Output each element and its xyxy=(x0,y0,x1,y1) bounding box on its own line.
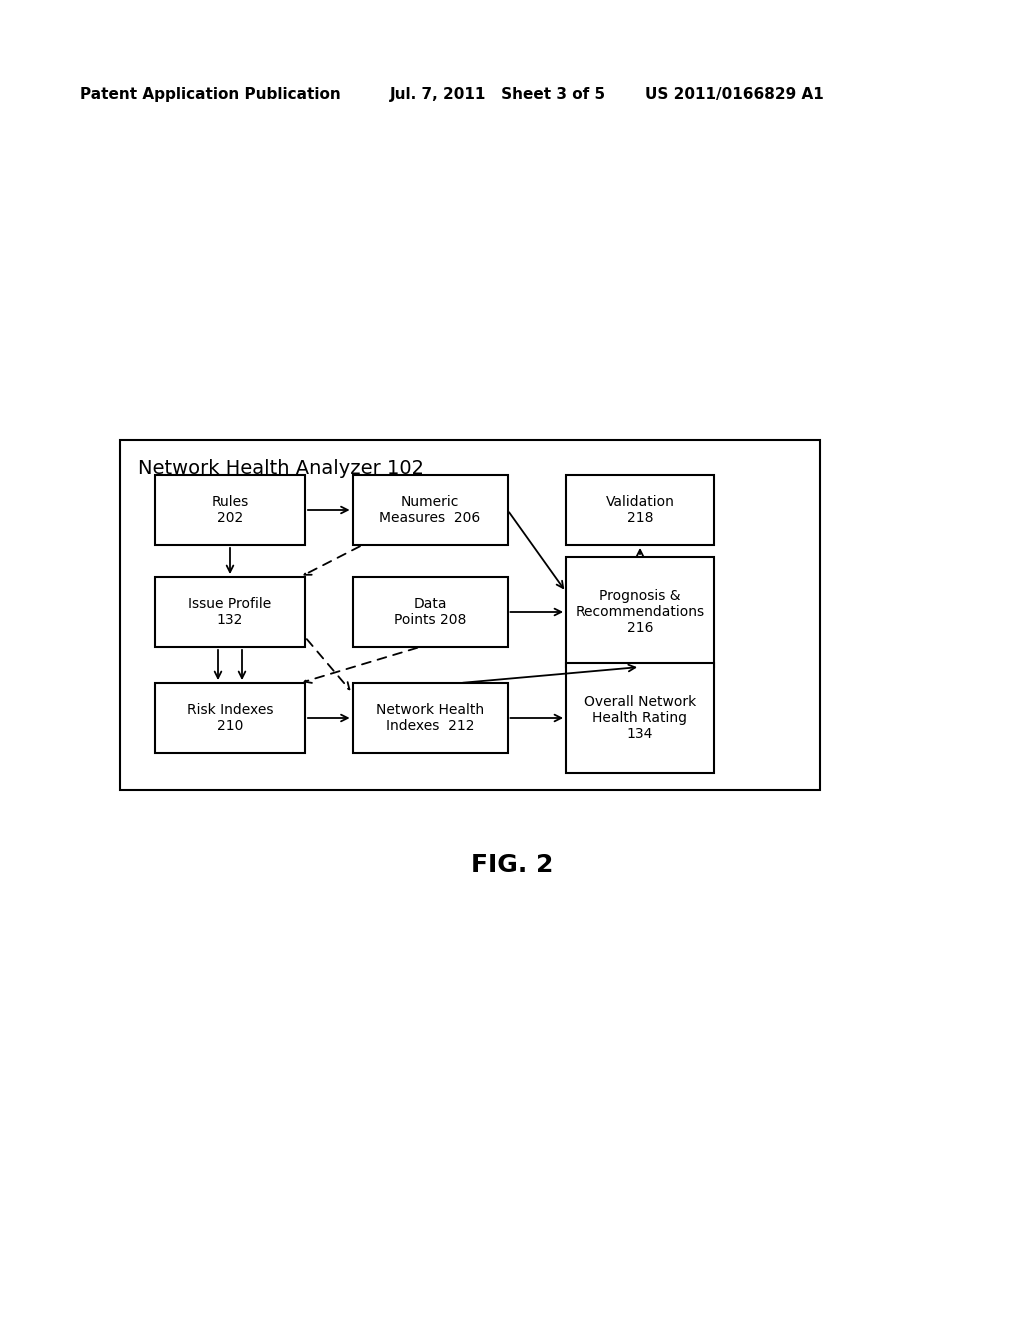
Bar xyxy=(566,475,714,545)
Bar xyxy=(120,440,820,789)
Text: Data
Points 208: Data Points 208 xyxy=(394,597,466,627)
Bar xyxy=(566,557,714,667)
Bar xyxy=(352,682,508,752)
Bar xyxy=(155,577,305,647)
Text: FIG. 2: FIG. 2 xyxy=(471,853,553,876)
Text: Network Health Analyzer 102: Network Health Analyzer 102 xyxy=(138,458,424,478)
Bar xyxy=(155,682,305,752)
Text: Rules
202: Rules 202 xyxy=(211,495,249,525)
Text: Jul. 7, 2011   Sheet 3 of 5: Jul. 7, 2011 Sheet 3 of 5 xyxy=(390,87,606,103)
Text: Patent Application Publication: Patent Application Publication xyxy=(80,87,341,103)
Bar xyxy=(566,663,714,774)
Text: Network Health
Indexes  212: Network Health Indexes 212 xyxy=(376,702,484,733)
Text: US 2011/0166829 A1: US 2011/0166829 A1 xyxy=(645,87,823,103)
Text: Numeric
Measures  206: Numeric Measures 206 xyxy=(379,495,480,525)
Bar xyxy=(352,475,508,545)
Text: Prognosis &
Recommendations
216: Prognosis & Recommendations 216 xyxy=(575,589,705,635)
Text: Risk Indexes
210: Risk Indexes 210 xyxy=(186,702,273,733)
Text: Issue Profile
132: Issue Profile 132 xyxy=(188,597,271,627)
Text: Validation
218: Validation 218 xyxy=(605,495,675,525)
Bar xyxy=(155,475,305,545)
Text: Overall Network
Health Rating
134: Overall Network Health Rating 134 xyxy=(584,694,696,742)
Bar xyxy=(352,577,508,647)
